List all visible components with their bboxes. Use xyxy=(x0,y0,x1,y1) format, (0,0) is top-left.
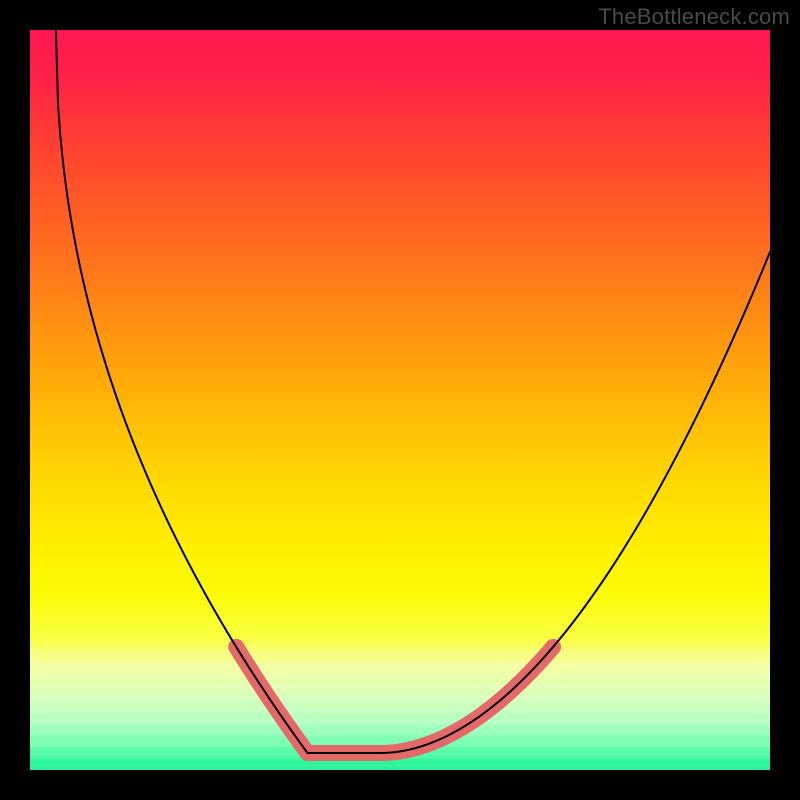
bottleneck-curve xyxy=(30,30,770,770)
v-curve xyxy=(56,30,770,753)
highlight-range xyxy=(236,647,553,753)
chart-frame: TheBottleneck.com xyxy=(0,0,800,800)
plot-area xyxy=(30,30,770,770)
watermark-text: TheBottleneck.com xyxy=(598,4,790,30)
